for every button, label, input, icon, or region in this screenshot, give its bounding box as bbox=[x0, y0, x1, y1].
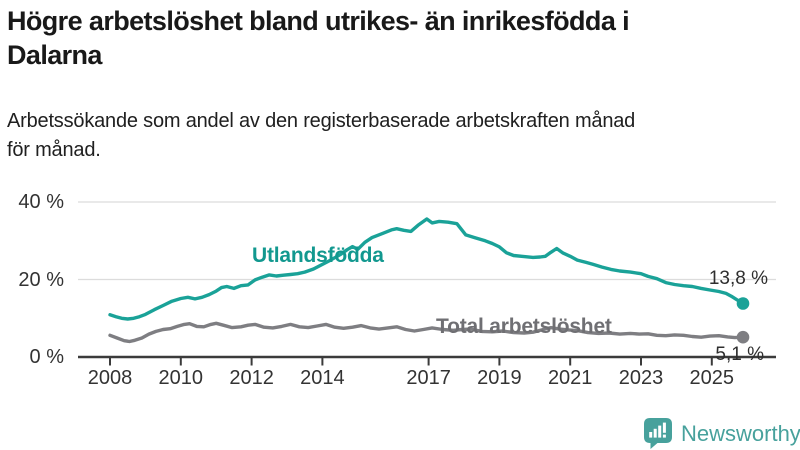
logo-bar-medium bbox=[653, 428, 657, 438]
x-axis-label: 2019 bbox=[477, 367, 522, 389]
logo-exclamation-dot bbox=[662, 434, 666, 438]
x-axis-label: 2012 bbox=[229, 367, 274, 389]
series-label-total: Total arbetslöshet bbox=[436, 315, 612, 338]
x-axis-label: 2025 bbox=[689, 367, 735, 389]
logo-exclamation-stem bbox=[662, 422, 666, 433]
newsworthy-logo-text: Newsworthy bbox=[681, 421, 800, 446]
chart-bubble-icon bbox=[644, 418, 672, 449]
page-title: Högre arbetslöshet bland utrikes- än inr… bbox=[7, 6, 630, 70]
x-axis-label: 2014 bbox=[300, 367, 345, 389]
value-label-utlandsfodda: 13,8 % bbox=[708, 268, 768, 289]
value-label-total: 5,1 % bbox=[715, 344, 764, 365]
y-axis-label: 0 % bbox=[29, 346, 64, 368]
series-label-utlandsfodda: Utlandsfödda bbox=[252, 244, 384, 267]
logo-bar-small bbox=[649, 432, 653, 438]
x-axis-label: 2008 bbox=[87, 367, 133, 389]
logo-bar-tall bbox=[658, 425, 662, 438]
x-axis-label: 2010 bbox=[158, 367, 204, 389]
x-axis-label: 2021 bbox=[547, 367, 593, 389]
page-subtitle: Arbetssökande som andel av den registerb… bbox=[7, 110, 636, 161]
newsworthy-logo: Newsworthy bbox=[644, 418, 800, 450]
y-axis-label: 20 % bbox=[18, 268, 64, 291]
x-axis-label: 2017 bbox=[406, 367, 451, 389]
x-axis-label: 2023 bbox=[618, 367, 664, 389]
y-axis-label: 40 % bbox=[18, 191, 64, 213]
